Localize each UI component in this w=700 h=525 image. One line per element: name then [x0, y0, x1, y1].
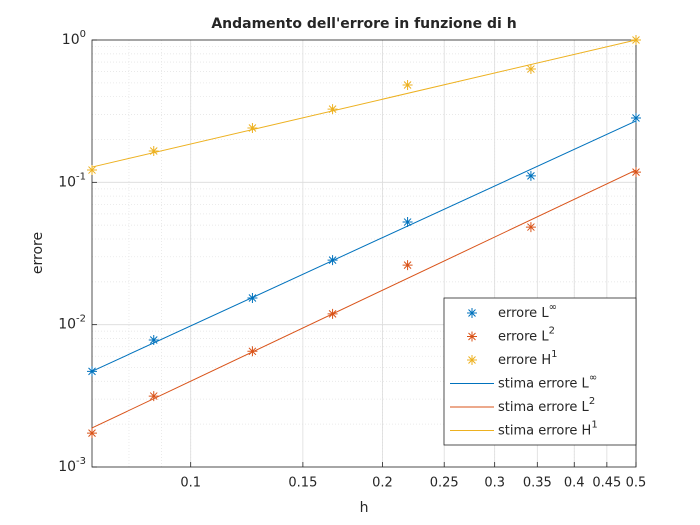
data-point: [247, 346, 258, 357]
chart-title: Andamento dell'errore in funzione di h: [211, 16, 516, 32]
data-point: [148, 335, 159, 346]
legend-label: errore H1: [498, 349, 557, 368]
tick-base: 10: [58, 459, 76, 475]
data-point: [525, 64, 536, 75]
legend-name: stima errore H: [498, 423, 591, 438]
x-tick-label: 0.25: [430, 476, 459, 491]
y-tick-label: 10-3: [58, 456, 86, 475]
data-point: [148, 391, 159, 402]
x-tick-label: 0.15: [288, 476, 317, 491]
legend-box: [443, 297, 637, 446]
x-tick-label: 0.2: [372, 476, 393, 491]
legend-name: errore L: [498, 306, 549, 321]
fit-line: [91, 39, 637, 168]
x-tick-label: 0.4: [564, 476, 585, 491]
data-point: [87, 428, 97, 439]
fit-line: [91, 120, 637, 372]
legend-label: errore L2: [498, 326, 555, 345]
x-tick-label: 0.3: [484, 476, 505, 491]
x-axis-label: h: [360, 500, 369, 516]
legend-name: stima errore L: [498, 400, 590, 415]
y-tick-label: 100: [62, 29, 86, 48]
legend-name: errore H: [498, 353, 551, 368]
legend-sup: 2: [549, 326, 555, 337]
legend-label: stima errore L2: [498, 396, 595, 415]
legend-sup: 1: [591, 420, 597, 431]
x-tick-label: 0.35: [523, 476, 552, 491]
legend-sup: 1: [551, 349, 557, 360]
legend-marker: [467, 308, 477, 318]
tick-base: 10: [62, 32, 80, 48]
y-tick-label: 10-2: [58, 314, 86, 333]
x-tick-label: 0.1: [180, 476, 201, 491]
tick-base: 10: [58, 317, 76, 333]
data-point: [525, 170, 536, 181]
axes-box: [91, 39, 637, 468]
legend-sup: ∞: [549, 302, 557, 313]
x-tick-label: 0.5: [626, 476, 647, 491]
tick-exponent: -2: [76, 314, 86, 325]
tick-exponent: -3: [76, 456, 86, 467]
data-point: [631, 167, 641, 178]
data-point: [402, 217, 413, 228]
tick-base: 10: [58, 174, 76, 190]
legend-marker: [467, 331, 477, 342]
tick-exponent: 0: [80, 29, 86, 40]
x-tick-label: 0.45: [592, 476, 621, 491]
data-point: [87, 165, 97, 176]
data-point: [402, 79, 413, 90]
y-axis-label: errore: [30, 232, 46, 274]
legend-sup: ∞: [589, 373, 597, 384]
data-point: [327, 104, 338, 115]
legend-sup: 2: [589, 396, 595, 407]
y-tick-label: 10-1: [58, 171, 86, 190]
data-point: [247, 122, 258, 133]
data-point: [631, 113, 641, 124]
legend-name: errore L: [498, 329, 549, 344]
legend-label: errore L∞: [498, 302, 557, 321]
data-point: [402, 260, 413, 271]
legend-label: stima errore H1: [498, 420, 598, 439]
legend-label: stima errore L∞: [498, 373, 597, 392]
legend-marker: [467, 355, 477, 365]
legend-name: stima errore L: [498, 376, 590, 391]
fit-line: [91, 169, 637, 429]
data-point: [525, 222, 536, 233]
data-point: [148, 146, 159, 157]
tick-exponent: -1: [76, 171, 86, 182]
